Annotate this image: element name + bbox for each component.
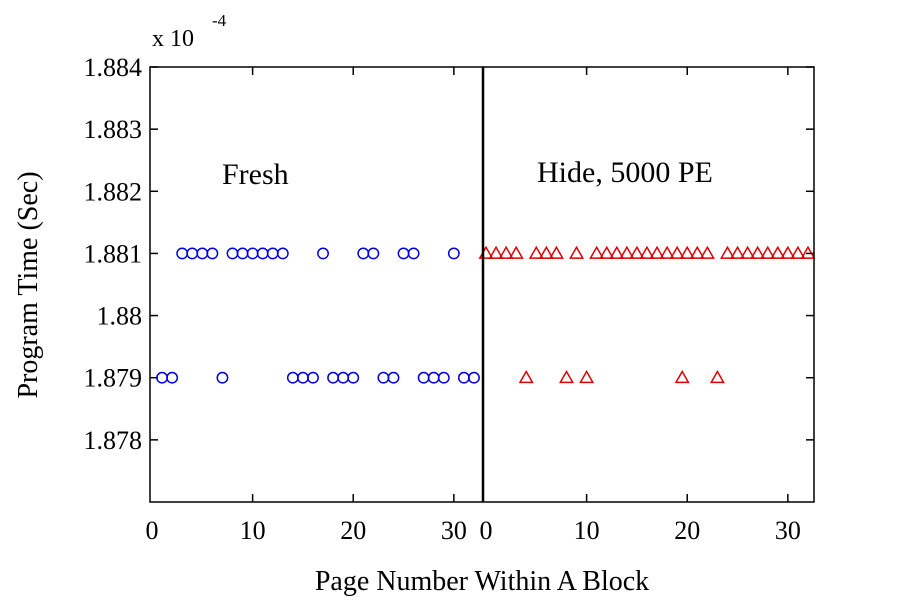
- data-point-hide: [498, 245, 514, 259]
- axis-ticks: 1.878 1.879 1.88 1.881 1.882 1.883 1.884 0 10 20 3…: [84, 53, 814, 545]
- data-point-fresh: [307, 371, 319, 384]
- x-tick-label: 0: [480, 516, 493, 545]
- x-tick-label: 0: [146, 516, 159, 545]
- data-point-hide: [639, 245, 655, 259]
- data-point-fresh: [447, 247, 460, 260]
- data-point-fresh: [296, 371, 309, 384]
- data-points: [156, 245, 816, 384]
- data-point-fresh: [347, 371, 360, 384]
- data-point-fresh: [286, 371, 299, 384]
- x-tick-label: 20: [340, 516, 366, 545]
- x-tick-label: 30: [775, 516, 801, 545]
- data-point-hide: [649, 245, 665, 259]
- data-point-hide: [609, 245, 625, 259]
- data-point-fresh: [266, 247, 279, 260]
- data-point-hide: [488, 245, 504, 259]
- x-tick-label: 30: [441, 516, 467, 545]
- data-point-hide: [750, 245, 766, 259]
- data-point-hide: [538, 245, 554, 259]
- data-point-hide: [719, 245, 735, 259]
- data-point-fresh: [176, 247, 189, 260]
- data-point-hide: [548, 245, 564, 259]
- x-tick-label: 10: [574, 516, 600, 545]
- y-multiplier-exponent: -4: [212, 11, 227, 30]
- data-point-fresh: [216, 371, 229, 384]
- y-tick-label: 1.884: [84, 53, 143, 82]
- data-point-hide: [569, 245, 585, 259]
- data-point-fresh: [468, 371, 480, 384]
- data-point-fresh: [327, 371, 340, 384]
- data-point-hide: [689, 245, 705, 259]
- data-point-fresh: [206, 247, 219, 260]
- data-point-fresh: [387, 371, 400, 384]
- data-point-fresh: [397, 247, 410, 260]
- data-point-hide: [619, 245, 635, 259]
- data-point-hide: [770, 245, 786, 259]
- panel-annotation-fresh: Fresh: [222, 158, 289, 191]
- data-point-hide: [558, 370, 574, 384]
- data-point-fresh: [437, 371, 450, 384]
- data-point-hide: [674, 370, 690, 384]
- data-point-hide: [589, 245, 605, 259]
- data-point-fresh: [276, 247, 289, 260]
- y-axis-title: Program Time (Sec): [13, 171, 44, 398]
- y-tick-label: 1.881: [84, 239, 143, 268]
- y-tick-label: 1.883: [84, 115, 143, 144]
- data-point-fresh: [317, 247, 329, 260]
- data-point-fresh: [256, 247, 269, 260]
- data-point-hide: [679, 245, 695, 259]
- data-point-hide: [518, 370, 534, 384]
- data-point-fresh: [246, 247, 259, 260]
- y-tick-label: 1.882: [84, 177, 143, 206]
- data-point-hide: [709, 370, 725, 384]
- data-point-hide: [508, 245, 524, 259]
- data-point-fresh: [427, 371, 440, 384]
- data-point-hide: [780, 245, 796, 259]
- data-point-hide: [790, 245, 806, 259]
- data-point-fresh: [226, 247, 239, 260]
- data-point-fresh: [236, 247, 249, 260]
- data-point-fresh: [357, 247, 370, 260]
- y-tick-label: 1.879: [84, 364, 143, 393]
- data-point-hide: [760, 245, 776, 259]
- y-tick-label: 1.88: [97, 302, 143, 331]
- data-point-fresh: [186, 247, 199, 260]
- x-tick-label: 10: [240, 516, 266, 545]
- data-point-hide: [669, 245, 685, 259]
- data-point-hide: [579, 370, 595, 384]
- data-point-fresh: [407, 247, 420, 260]
- panel-annotation-hide: Hide, 5000 PE: [537, 156, 713, 189]
- data-point-fresh: [457, 371, 470, 384]
- data-point-fresh: [166, 371, 179, 384]
- data-point-fresh: [196, 247, 209, 260]
- data-point-fresh: [417, 371, 430, 384]
- data-point-hide: [528, 245, 544, 259]
- data-point-fresh: [367, 247, 380, 260]
- data-point-hide: [629, 245, 645, 259]
- data-point-hide: [659, 245, 675, 259]
- y-multiplier-base: x 10: [152, 26, 194, 52]
- x-axis-title: Page Number Within A Block: [315, 566, 649, 597]
- x-tick-label: 20: [674, 516, 700, 545]
- data-point-hide: [740, 245, 756, 259]
- data-point-hide: [599, 245, 615, 259]
- data-point-hide: [800, 245, 816, 259]
- data-point-fresh: [377, 371, 390, 384]
- y-tick-label: 1.878: [84, 426, 143, 455]
- data-point-hide: [699, 245, 715, 259]
- data-point-fresh: [156, 371, 169, 384]
- data-point-fresh: [337, 371, 350, 384]
- data-point-hide: [730, 245, 746, 259]
